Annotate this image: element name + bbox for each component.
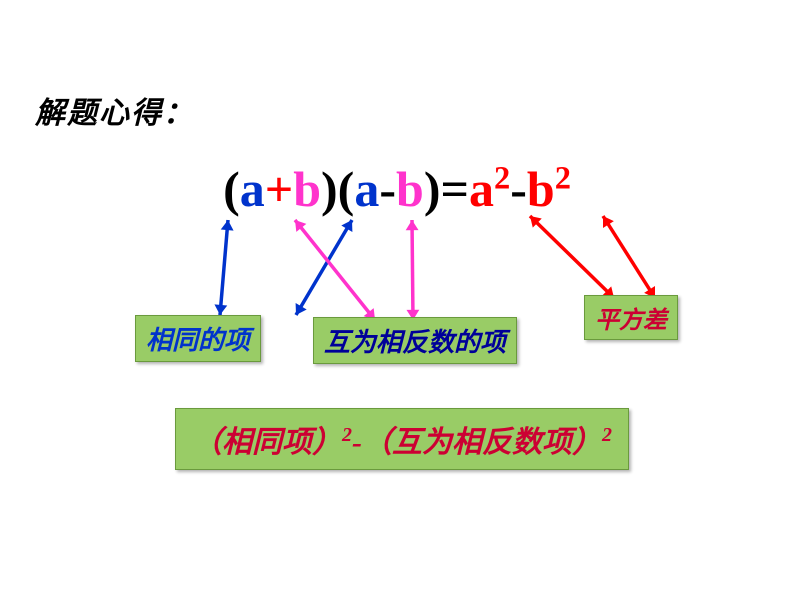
formula-token: )=	[424, 161, 469, 217]
summary-mid: -（互为相反数项）	[352, 426, 602, 459]
formula-token: (	[223, 161, 240, 217]
summary-sup2: 2	[602, 424, 612, 446]
label-same-terms: 相同的项	[135, 315, 261, 362]
diagram-stage: 解题心得： (a+b)(a-b)=a2-b2 相同的项 互为相反数的项 平方差 …	[0, 0, 794, 596]
formula-token: +	[265, 161, 294, 217]
formula-token: a	[354, 161, 379, 217]
formula-token: b	[527, 161, 555, 217]
slide-title: 解题心得：	[35, 88, 195, 132]
summary-prefix: （相同项）	[192, 426, 342, 459]
formula-token: a	[240, 161, 265, 217]
formula-token: )(	[321, 161, 354, 217]
formula-token: a	[469, 161, 494, 217]
summary-sup1: 2	[342, 424, 352, 446]
formula-token: -	[379, 161, 396, 217]
formula-token: -	[510, 161, 527, 217]
label-square-difference: 平方差	[584, 295, 678, 340]
formula-token: 2	[494, 160, 510, 196]
summary-formula: （相同项）2-（互为相反数项）2	[175, 408, 629, 470]
formula-token: b	[396, 161, 424, 217]
label-opposite-terms: 互为相反数的项	[313, 317, 517, 364]
formula-token: 2	[555, 160, 571, 196]
formula-token: b	[293, 161, 321, 217]
difference-of-squares-formula: (a+b)(a-b)=a2-b2	[0, 160, 794, 218]
